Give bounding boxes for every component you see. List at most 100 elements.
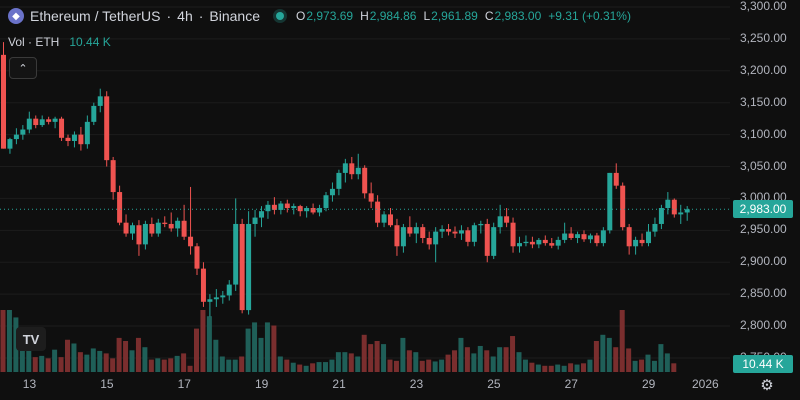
close-value: 2,983.00 (494, 9, 542, 23)
candle-body (349, 163, 355, 175)
candle-body (426, 237, 432, 245)
candle-body (104, 96, 110, 161)
tradingview-logo[interactable]: TV (16, 327, 46, 351)
candle-body (671, 199, 677, 215)
volume-bar (664, 353, 670, 372)
price-tick: 2,950.00 (740, 222, 787, 237)
candle-body (188, 236, 194, 247)
volume-bar (348, 353, 354, 372)
volume-bar (432, 361, 438, 372)
candle-body (678, 212, 684, 215)
candle-body (155, 222, 161, 234)
candle-body (581, 234, 587, 240)
volume-bar (323, 362, 328, 372)
candle-body (110, 160, 116, 193)
time-tick: 15 (100, 377, 114, 391)
collapse-legend-button[interactable]: ⌃ (9, 57, 37, 79)
time-tick: 27 (564, 377, 578, 391)
candle-body (65, 137, 71, 142)
volume-bar (187, 365, 193, 372)
ethereum-icon: ◆ (8, 8, 24, 24)
candle-body (407, 227, 413, 234)
candle-body (168, 223, 174, 229)
volume-bar (103, 353, 109, 372)
candle-body (529, 241, 535, 245)
low-value: 2,961.89 (431, 9, 478, 23)
candle-body (265, 204, 271, 212)
candle-body (7, 139, 13, 149)
volume-bar (619, 310, 625, 372)
candle-body (549, 243, 555, 246)
candle-body (342, 163, 348, 173)
volume-bar (116, 337, 122, 372)
volume-bar (581, 363, 586, 372)
price-tick: 3,050.00 (740, 158, 787, 173)
candle-body (20, 129, 26, 135)
candle-body (246, 223, 252, 311)
price-tick: 3,300.00 (740, 0, 787, 13)
candle-body (46, 119, 52, 122)
volume-bar (335, 352, 341, 372)
price-tick: 2,850.00 (740, 286, 787, 301)
candle-body (484, 223, 490, 256)
volume-bar (264, 322, 270, 372)
candle-body (562, 233, 568, 240)
candle-body (52, 118, 58, 122)
time-tick: 23 (409, 377, 424, 391)
volume-bar (310, 363, 316, 372)
candle-body (200, 268, 206, 302)
market-status-dot (276, 12, 284, 20)
candle-body (233, 223, 239, 285)
last-price-tag: 2,983.00 (733, 200, 793, 219)
volume-bar (316, 362, 322, 372)
volume-bar (71, 343, 77, 372)
candle-body (684, 209, 690, 213)
volume-bar (32, 357, 38, 372)
volume-bar (639, 359, 645, 372)
candle-body (523, 241, 529, 244)
candle-body (497, 216, 503, 228)
candle-body (458, 230, 464, 234)
interval-label[interactable]: 4h (177, 8, 193, 24)
symbol-title[interactable]: Ethereum / TetherUS (30, 8, 161, 24)
volume-bar (219, 356, 225, 372)
volume-bar (503, 347, 509, 372)
time-tick: 21 (332, 377, 346, 391)
candle-body (665, 199, 671, 209)
volume-bar (555, 364, 561, 372)
volume-bar (58, 357, 64, 372)
candle-body (568, 233, 574, 238)
volume-bar (303, 365, 309, 372)
volume-bar (110, 358, 116, 372)
volume-bar (19, 341, 25, 372)
change-value: +9.31 (+0.31%) (548, 9, 631, 23)
volume-bar (393, 360, 399, 372)
candle-body (658, 208, 664, 224)
volume-bar (258, 337, 264, 372)
candle-body (181, 220, 187, 237)
candle-body (59, 118, 65, 138)
volume-bar (174, 355, 180, 372)
candle-body (368, 193, 374, 202)
candle-body (375, 201, 381, 223)
volume-bar (45, 358, 51, 372)
volume-bar (658, 344, 664, 372)
candle-body (639, 239, 645, 244)
candle-body (446, 229, 452, 232)
candle-body (252, 217, 258, 224)
candle-body (388, 214, 393, 226)
volume-bar (593, 341, 599, 372)
volume-bar (277, 356, 283, 372)
volume-bar (355, 356, 361, 372)
volume-bar (168, 358, 174, 372)
volume-bar (477, 345, 483, 372)
volume-bar (200, 310, 206, 372)
candle-body (542, 239, 548, 244)
gear-icon[interactable]: ⚙ (760, 377, 774, 394)
candle-body (271, 204, 277, 210)
price-tick: 3,200.00 (740, 62, 787, 77)
candle-body (400, 227, 406, 247)
volume-bar (613, 347, 619, 372)
